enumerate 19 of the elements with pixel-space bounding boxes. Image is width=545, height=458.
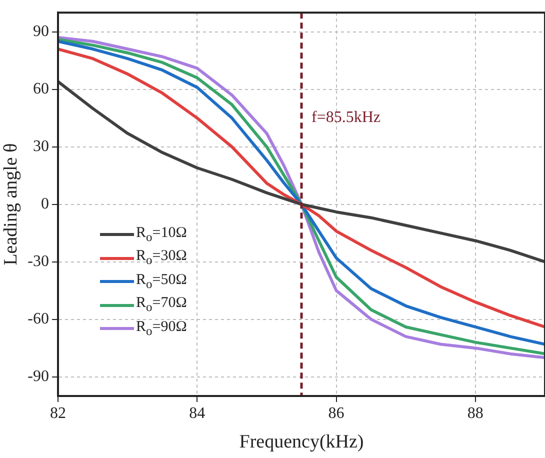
y-tick-label: 90 [33,22,49,40]
legend-label: R$_{o}$=30Ω [136,248,187,268]
y-tick-label: 0 [41,196,49,213]
y-axis-title: Leading angle θ [0,143,22,266]
y-tick-label: 60 [33,80,49,98]
x-tick-label: 86 [328,404,344,422]
legend-label: R$_{o}$=50Ω [136,272,187,292]
y-tick-label: -60 [28,310,49,328]
x-axis-title: Frequency(kHz) [239,432,364,453]
legend-label: R$_{o}$=90Ω [136,318,187,339]
legend-label: R$_{o}$=70Ω [136,295,187,316]
y-tick-label: -90 [28,368,49,386]
legend-label: R$_{o}$=10Ω [136,224,187,245]
x-tick-label: 84 [189,404,206,422]
y-tick-label: 30 [33,138,49,155]
y-tick-label: -30 [28,253,49,270]
ref-line-label: f=85.5kHz [312,108,381,126]
x-tick-label: 82 [50,404,66,422]
x-tick-label: 88 [467,404,484,422]
